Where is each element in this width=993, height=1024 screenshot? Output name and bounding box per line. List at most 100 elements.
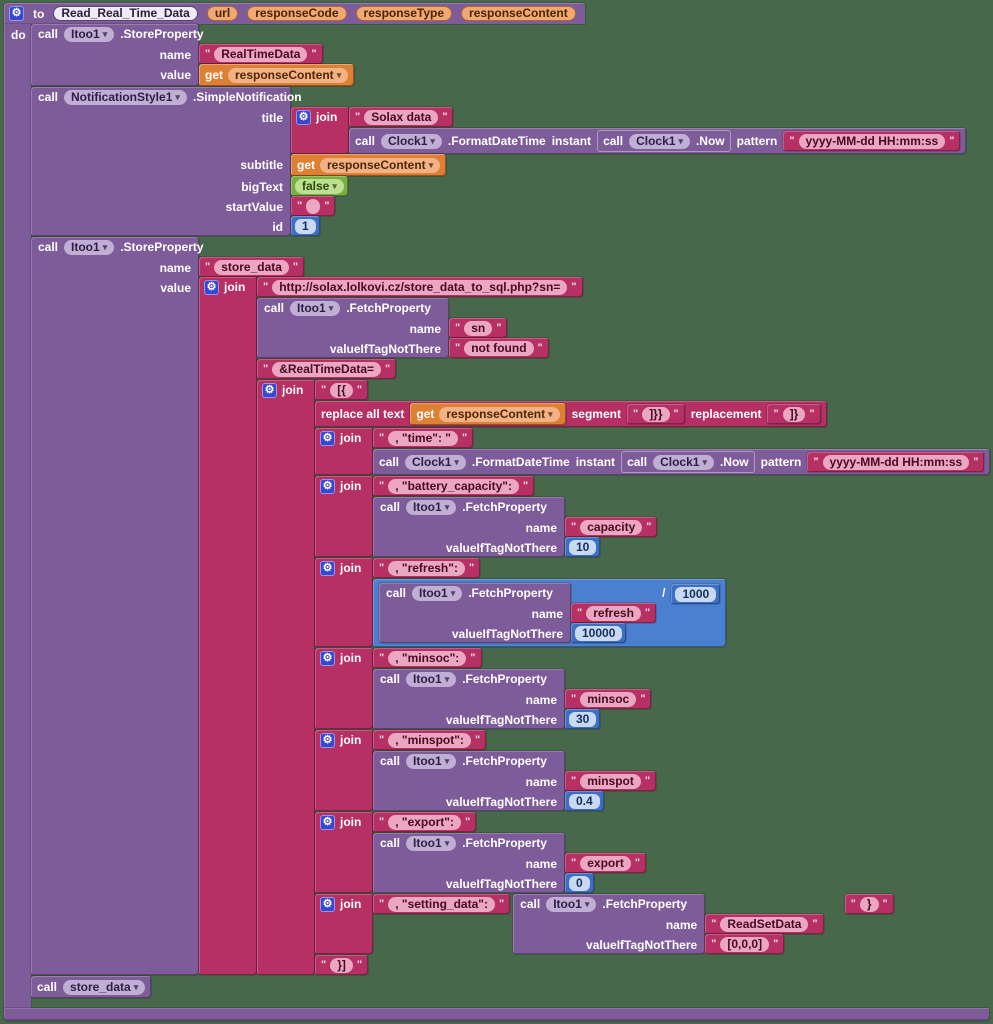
variable-dropdown[interactable]: responseContent ▾	[228, 67, 349, 83]
mutator-gear-icon[interactable]: ⚙	[9, 6, 24, 21]
string-block-minspot-prefix[interactable]: " , "minspot": "	[373, 730, 487, 750]
string-value[interactable]: , "minspot":	[388, 732, 471, 748]
component-dropdown[interactable]: Itoo1 ▾	[406, 835, 457, 851]
string-value[interactable]: [{	[330, 382, 353, 398]
string-value[interactable]	[306, 198, 321, 214]
param-responseCode[interactable]: responseCode	[247, 6, 347, 21]
string-value[interactable]: [0,0,0]	[720, 936, 770, 952]
string-block-close[interactable]: " }] "	[315, 955, 369, 975]
store-property-block-realtime[interactable]: call Itoo1 ▾ .StoreProperty name " RealT…	[31, 24, 355, 86]
string-value[interactable]: capacity	[580, 519, 643, 535]
string-block-open[interactable]: " [{ "	[315, 380, 369, 400]
string-block[interactable]: " sn "	[449, 318, 508, 338]
fetch-property-block-minsoc[interactable]: call Itoo1 ▾ .FetchProperty	[373, 669, 652, 729]
string-value[interactable]: , "refresh":	[388, 560, 465, 576]
join-block-refresh[interactable]: ⚙ join " , "refresh": "	[315, 558, 727, 647]
replace-all-text-block[interactable]: replace all text get responseContent ▾	[315, 401, 827, 427]
format-datetime-block[interactable]: call Clock1 ▾ .FormatDateTime instant ca…	[349, 128, 967, 154]
string-value[interactable]: minsoc	[580, 691, 637, 707]
fetch-property-block-export[interactable]: call Itoo1 ▾ .FetchProperty	[373, 833, 647, 893]
number-block[interactable]: 1	[291, 216, 320, 236]
division-block[interactable]: call Itoo1 ▾ .FetchProperty	[373, 579, 727, 647]
store-property-block-storedata[interactable]: call Itoo1 ▾ .StoreProperty name " store…	[31, 237, 991, 975]
procedure-dropdown[interactable]: store_data ▾	[63, 979, 146, 995]
string-value[interactable]: refresh	[586, 605, 641, 621]
number-block[interactable]: 0	[565, 873, 594, 893]
number-value[interactable]: 1	[295, 218, 316, 234]
string-value[interactable]: ]}}	[642, 406, 670, 422]
string-value[interactable]: yyyy-MM-dd HH:mm:ss	[798, 133, 946, 149]
string-block-url[interactable]: " http://solax.lolkovi.cz/store_data_to_…	[257, 277, 583, 297]
number-value[interactable]: 10000	[575, 625, 623, 641]
mutator-gear-icon[interactable]: ⚙	[320, 561, 335, 576]
string-block-export-prefix[interactable]: " , "export": "	[373, 812, 477, 832]
join-block-title[interactable]: ⚙ join " Solax data " call	[291, 107, 967, 154]
string-value[interactable]: RealTimeData	[214, 46, 308, 62]
mutator-gear-icon[interactable]: ⚙	[320, 733, 335, 748]
get-variable-block[interactable]: get responseContent ▾	[291, 154, 447, 176]
string-value[interactable]: minspot	[580, 773, 641, 789]
string-block[interactable]: " Solax data "	[349, 107, 454, 127]
number-value[interactable]: 30	[569, 711, 597, 727]
string-block[interactable]: " RealTimeData "	[199, 44, 323, 64]
logic-false-block[interactable]: false ▾	[291, 176, 348, 196]
string-block-minsoc-prefix[interactable]: " , "minsoc": "	[373, 648, 482, 668]
component-dropdown[interactable]: Clock1 ▾	[381, 133, 442, 149]
string-value[interactable]: not found	[464, 340, 534, 356]
number-block[interactable]: 10	[565, 537, 601, 557]
string-value[interactable]: store_data	[214, 259, 289, 275]
variable-dropdown[interactable]: responseContent ▾	[320, 157, 441, 173]
join-block-battery[interactable]: ⚙ join " , "battery_capacity": "	[315, 476, 658, 557]
procedure-name-field[interactable]: Read_Real_Time_Data	[53, 6, 198, 21]
mutator-gear-icon[interactable]: ⚙	[204, 280, 219, 295]
simple-notification-block[interactable]: call NotificationStyle1 ▾ .SimpleNotific…	[31, 87, 967, 236]
mutator-gear-icon[interactable]: ⚙	[320, 651, 335, 666]
param-url[interactable]: url	[206, 6, 239, 21]
number-value[interactable]: 1000	[675, 586, 717, 602]
clock-now-block[interactable]: call Clock1 ▾ .Now	[621, 451, 755, 473]
string-block[interactable]: " refresh "	[571, 603, 657, 623]
procedure-definition-block[interactable]: ⚙ to Read_Real_Time_Data url responseCod…	[4, 3, 585, 24]
component-dropdown[interactable]: Itoo1 ▾	[546, 896, 597, 912]
string-value[interactable]: yyyy-MM-dd HH:mm:ss	[822, 454, 970, 470]
string-block[interactable]: " minspot "	[565, 771, 657, 791]
component-dropdown[interactable]: Clock1 ▾	[653, 454, 714, 470]
string-block[interactable]: " [0,0,0] "	[705, 934, 785, 954]
string-block-time-prefix[interactable]: " , "time": " "	[373, 428, 474, 448]
mutator-gear-icon[interactable]: ⚙	[262, 383, 277, 398]
component-dropdown[interactable]: Itoo1 ▾	[406, 753, 457, 769]
fetch-property-block-minspot[interactable]: call Itoo1 ▾ .FetchProperty	[373, 751, 657, 811]
number-block[interactable]: 10000	[571, 623, 627, 643]
component-dropdown[interactable]: Itoo1 ▾	[64, 239, 115, 255]
string-value[interactable]: export	[580, 855, 631, 871]
join-block-export[interactable]: ⚙ join " , "export": "	[315, 812, 647, 893]
join-block-payload[interactable]: ⚙ join " [{ "	[257, 380, 991, 975]
fetch-property-block-refresh[interactable]: call Itoo1 ▾ .FetchProperty	[379, 583, 657, 643]
string-block-realtimedata[interactable]: " &RealTimeData= "	[257, 359, 397, 379]
join-block-url[interactable]: ⚙ join " http://solax.lolkovi.cz/store_d…	[199, 277, 991, 975]
string-value[interactable]: Solax data	[364, 109, 439, 125]
number-value[interactable]: 10	[569, 539, 597, 555]
string-block-setting-prefix[interactable]: " , "setting_data": "	[373, 894, 511, 914]
variable-dropdown[interactable]: responseContent ▾	[439, 406, 560, 422]
fetch-property-block-capacity[interactable]: call Itoo1 ▾ .FetchProperty	[373, 497, 658, 557]
param-responseContent[interactable]: responseContent	[461, 6, 576, 21]
component-dropdown[interactable]: Itoo1 ▾	[406, 499, 457, 515]
clock-now-block[interactable]: call Clock1 ▾ .Now	[597, 130, 731, 152]
component-dropdown[interactable]: Itoo1 ▾	[64, 26, 115, 42]
string-block[interactable]: " export "	[565, 853, 647, 873]
join-block-time[interactable]: ⚙ join " , "time": " "	[315, 428, 991, 475]
string-block-segment[interactable]: " ]}} "	[626, 404, 685, 424]
mutator-gear-icon[interactable]: ⚙	[320, 431, 335, 446]
string-block[interactable]: " yyyy-MM-dd HH:mm:ss "	[783, 131, 961, 151]
bool-dropdown[interactable]: false ▾	[295, 178, 344, 194]
get-variable-block[interactable]: get responseContent ▾	[410, 403, 566, 425]
number-block[interactable]: 30	[565, 709, 601, 729]
string-value[interactable]: &RealTimeData=	[272, 361, 382, 377]
mutator-gear-icon[interactable]: ⚙	[320, 479, 335, 494]
string-value[interactable]: }	[859, 896, 879, 912]
string-block-refresh-prefix[interactable]: " , "refresh": "	[373, 558, 481, 578]
component-dropdown[interactable]: Itoo1 ▾	[290, 300, 341, 316]
param-responseType[interactable]: responseType	[355, 6, 453, 21]
